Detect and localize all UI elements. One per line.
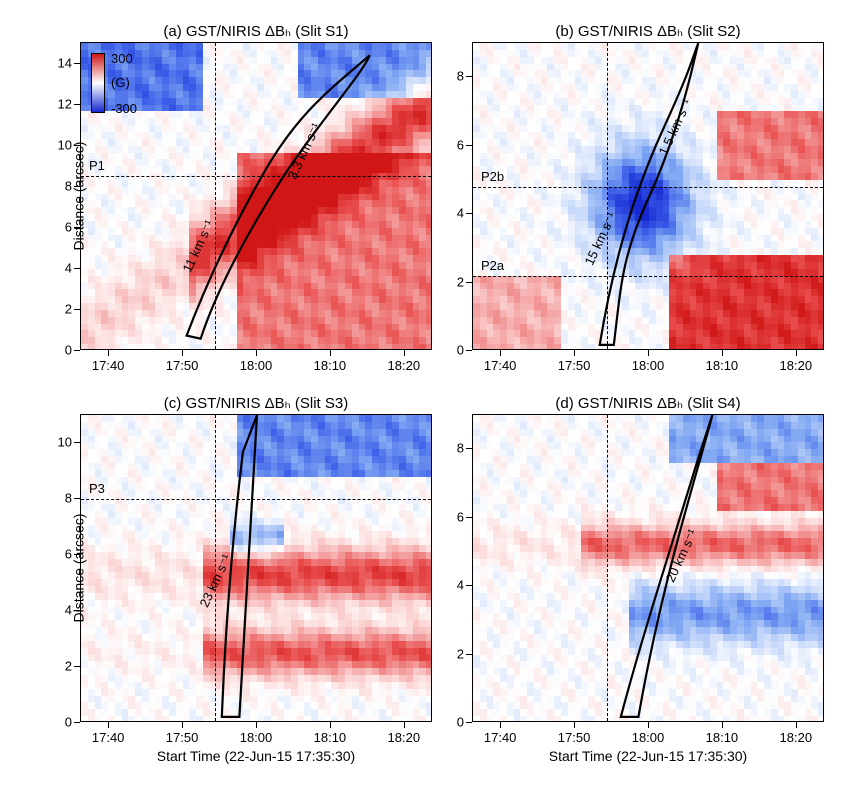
ytick-label: 8 <box>457 441 464 456</box>
xtick-label: 18:00 <box>240 358 273 373</box>
xtick-label: 18:10 <box>706 358 739 373</box>
ytick-label: 8 <box>65 491 72 506</box>
panel-title: (a) GST/NIRIS ΔBₕ (Slit S1) <box>80 22 432 40</box>
xtick-label: 18:20 <box>780 730 813 745</box>
point-label: P1 <box>89 158 105 173</box>
point-label: P2a <box>481 258 504 273</box>
ytick-label: 6 <box>457 137 464 152</box>
xtick-label: 18:10 <box>706 730 739 745</box>
xtick-label: 18:20 <box>388 730 421 745</box>
xtick-label: 17:50 <box>558 358 591 373</box>
heatmap <box>81 415 431 721</box>
reference-hline <box>81 176 431 177</box>
xtick-label: 17:50 <box>166 358 199 373</box>
y-axis-label: Distance (arcsec) <box>70 514 86 623</box>
colorbar-unit-label: (G) <box>111 75 130 90</box>
panel-c: (c) GST/NIRIS ΔBₕ (Slit S3)P323 km s⁻¹02… <box>80 414 432 722</box>
xtick-label: 18:00 <box>240 730 273 745</box>
colorbar-min-label: -300 <box>111 101 137 116</box>
reference-vline <box>607 415 608 721</box>
plot-area: P111 km s⁻¹3.3 km s⁻¹300-300(G) <box>80 42 432 350</box>
ytick-label: 10 <box>58 435 72 450</box>
reference-hline <box>473 276 823 277</box>
xtick-label: 18:20 <box>780 358 813 373</box>
colorbar <box>91 53 105 113</box>
ytick-label: 2 <box>65 659 72 674</box>
xtick-label: 18:00 <box>632 358 665 373</box>
xtick-label: 17:40 <box>484 358 517 373</box>
plot-area: 20 km s⁻¹ <box>472 414 824 722</box>
point-label: P3 <box>89 481 105 496</box>
ytick-label: 12 <box>58 96 72 111</box>
xtick-label: 17:50 <box>166 730 199 745</box>
reference-vline <box>607 43 608 349</box>
reference-hline <box>473 187 823 188</box>
ytick-label: 2 <box>457 274 464 289</box>
ytick-label: 0 <box>457 343 464 358</box>
ytick-label: 4 <box>457 578 464 593</box>
heatmap <box>473 43 823 349</box>
figure-grid: (a) GST/NIRIS ΔBₕ (Slit S1)P111 km s⁻¹3.… <box>80 20 840 770</box>
ytick-label: 6 <box>457 509 464 524</box>
panel-d: (d) GST/NIRIS ΔBₕ (Slit S4)20 km s⁻¹0246… <box>472 414 824 722</box>
ytick-label: 4 <box>457 206 464 221</box>
reference-vline <box>215 43 216 349</box>
panel-title: (b) GST/NIRIS ΔBₕ (Slit S2) <box>472 22 824 40</box>
plot-area: P2bP2a15 km s⁻¹1.5 km s⁻¹ <box>472 42 824 350</box>
xtick-label: 18:00 <box>632 730 665 745</box>
xtick-label: 18:10 <box>314 358 347 373</box>
ytick-label: 14 <box>58 55 72 70</box>
ytick-label: 0 <box>65 715 72 730</box>
panel-b: (b) GST/NIRIS ΔBₕ (Slit S2)P2bP2a15 km s… <box>472 42 824 350</box>
ytick-label: 8 <box>457 69 464 84</box>
xtick-label: 17:40 <box>92 358 125 373</box>
heatmap <box>81 43 431 349</box>
reference-hline <box>81 499 431 500</box>
xtick-label: 17:40 <box>92 730 125 745</box>
panel-title: (c) GST/NIRIS ΔBₕ (Slit S3) <box>80 394 432 412</box>
y-axis-label: Distance (arcsec) <box>70 142 86 251</box>
xtick-label: 18:10 <box>314 730 347 745</box>
xtick-label: 17:40 <box>484 730 517 745</box>
xtick-label: 17:50 <box>558 730 591 745</box>
ytick-label: 4 <box>65 260 72 275</box>
ytick-label: 2 <box>457 646 464 661</box>
x-axis-label: Start Time (22-Jun-15 17:35:30) <box>80 748 432 764</box>
heatmap <box>473 415 823 721</box>
ytick-label: 2 <box>65 301 72 316</box>
colorbar-max-label: 300 <box>111 51 133 66</box>
plot-area: P323 km s⁻¹ <box>80 414 432 722</box>
point-label: P2b <box>481 169 504 184</box>
panel-title: (d) GST/NIRIS ΔBₕ (Slit S4) <box>472 394 824 412</box>
panel-a: (a) GST/NIRIS ΔBₕ (Slit S1)P111 km s⁻¹3.… <box>80 42 432 350</box>
x-axis-label: Start Time (22-Jun-15 17:35:30) <box>472 748 824 764</box>
ytick-label: 0 <box>457 715 464 730</box>
ytick-label: 0 <box>65 343 72 358</box>
xtick-label: 18:20 <box>388 358 421 373</box>
